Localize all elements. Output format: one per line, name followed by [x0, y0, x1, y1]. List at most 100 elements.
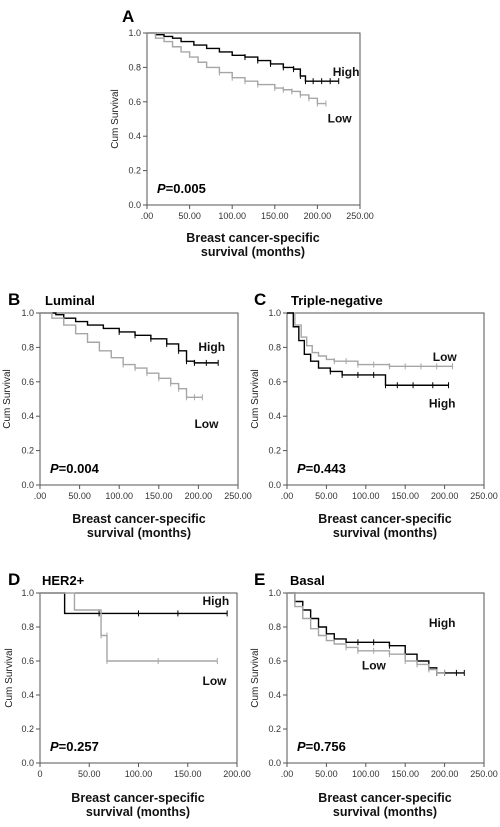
- x-axis-label-line1: Breast cancer-specific: [186, 231, 319, 245]
- panel-title: Luminal: [45, 293, 95, 308]
- y-tick-label: 0.8: [128, 62, 141, 72]
- y-tick-label: 1.0: [268, 588, 281, 598]
- series-label-high: High: [429, 397, 456, 411]
- y-tick-label: 0.0: [21, 758, 34, 768]
- x-axis-label: Breast cancer-specific survival (months): [186, 231, 319, 259]
- series-label-low: Low: [194, 417, 219, 431]
- panel-letter: C: [254, 290, 266, 309]
- y-tick-label: 0.4: [21, 690, 34, 700]
- y-tick-label: 0.6: [21, 377, 34, 387]
- p-value-symbol: P: [297, 739, 306, 754]
- survival-curve-high: [40, 312, 219, 364]
- y-tick-label: 0.2: [268, 724, 281, 734]
- p-value-text: =0.756: [306, 739, 346, 754]
- x-axis-label-line2: survival (months): [333, 526, 437, 540]
- x-tick-label: .00: [281, 769, 294, 779]
- panel-title: HER2+: [42, 573, 85, 588]
- x-tick-label: 50.00: [315, 491, 338, 501]
- y-axis-label: Cum Survival: [2, 369, 13, 428]
- y-tick-label: 0.8: [268, 622, 281, 632]
- y-tick-label: 0.0: [21, 480, 34, 490]
- y-axis-label: Cum Survival: [250, 648, 261, 707]
- series-label-high: High: [333, 65, 360, 79]
- series-label-high: High: [198, 340, 225, 354]
- x-axis-label-line2: survival (months): [201, 245, 305, 259]
- p-value-symbol: P: [297, 461, 306, 476]
- x-axis-label: Breast cancer-specific survival (months): [71, 791, 204, 819]
- panel-letter: D: [8, 570, 20, 589]
- x-tick-label: 50.00: [178, 211, 201, 221]
- x-axis-label: Breast cancer-specific survival (months): [318, 512, 451, 540]
- x-tick-label: 250.00: [224, 491, 252, 501]
- p-value-label: P=0.004: [50, 461, 100, 476]
- plot-frame: [286, 592, 485, 764]
- p-value-symbol: P: [50, 461, 59, 476]
- panel-letter: E: [254, 570, 265, 589]
- p-value-text: =0.004: [59, 461, 100, 476]
- x-axis-label: Breast cancer-specific survival (months): [318, 791, 451, 819]
- plot-frame: [286, 312, 485, 486]
- x-tick-label: 50.00: [68, 491, 91, 501]
- y-axis-label: Cum Survival: [110, 89, 121, 148]
- x-axis-label-line2: survival (months): [86, 805, 190, 819]
- x-tick-label: 100.00: [125, 769, 153, 779]
- series-label-high: High: [203, 594, 230, 608]
- x-axis-label-line1: Breast cancer-specific: [72, 512, 205, 526]
- panel-letter: B: [8, 290, 20, 309]
- y-tick-label: 0.2: [128, 166, 141, 176]
- x-tick-label: 150.00: [391, 769, 419, 779]
- survival-curve-high: [287, 312, 449, 386]
- y-tick-label: 1.0: [21, 588, 34, 598]
- y-axis-label: Cum Survival: [4, 648, 15, 707]
- p-value-symbol: P: [50, 739, 59, 754]
- x-tick-label: 150.00: [261, 211, 289, 221]
- y-tick-label: 0.0: [268, 758, 281, 768]
- y-tick-label: 1.0: [21, 308, 34, 318]
- x-tick-label: 0: [37, 769, 42, 779]
- panel-e: E Basal 0.0 0.2 0.4 0.6 0.8 1.0 .00 50.00 100.00 15…: [250, 570, 498, 819]
- p-value-label: P=0.443: [297, 461, 346, 476]
- x-tick-label: 150.00: [391, 491, 419, 501]
- x-axis-label-line2: survival (months): [87, 526, 191, 540]
- x-tick-label: 200.00: [185, 491, 213, 501]
- x-tick-label: 150.00: [174, 769, 202, 779]
- y-tick-label: 0.2: [21, 446, 34, 456]
- p-value-label: P=0.005: [157, 181, 206, 196]
- y-tick-label: 0.4: [21, 411, 34, 421]
- x-tick-label: 200.00: [431, 769, 459, 779]
- y-tick-label: 0.4: [268, 411, 281, 421]
- x-tick-label: 50.00: [315, 769, 338, 779]
- y-tick-label: 0.6: [128, 97, 141, 107]
- p-value-text: =0.443: [306, 461, 346, 476]
- x-tick-label: .00: [281, 491, 294, 501]
- p-value-text: =0.257: [59, 739, 99, 754]
- x-tick-label: .00: [141, 211, 154, 221]
- y-tick-label: 0.2: [268, 446, 281, 456]
- x-tick-label: .00: [34, 491, 47, 501]
- x-tick-label: 100.00: [352, 491, 380, 501]
- p-value-label: P=0.257: [50, 739, 99, 754]
- y-tick-label: 0.8: [21, 342, 34, 352]
- x-tick-label: 200.00: [304, 211, 332, 221]
- series-label-low: Low: [328, 111, 353, 125]
- y-tick-label: 0.0: [268, 480, 281, 490]
- series-label-low: Low: [362, 659, 387, 673]
- panel-a: A 0.0 0.2 0.4 0.6 0.8 1.0 .00 50.00 100.00 150.00 2…: [110, 7, 374, 259]
- x-tick-label: 100.00: [352, 769, 380, 779]
- series-label-high: High: [429, 616, 456, 630]
- y-tick-label: 1.0: [268, 308, 281, 318]
- plot-frame: [39, 592, 238, 764]
- x-tick-label: 50.00: [78, 769, 101, 779]
- series-label-low: Low: [433, 350, 458, 364]
- p-value-symbol: P: [157, 181, 166, 196]
- x-axis-label-line1: Breast cancer-specific: [71, 791, 204, 805]
- panel-title: Triple-negative: [291, 293, 383, 308]
- x-tick-label: 200.00: [431, 491, 459, 501]
- y-tick-label: 0.6: [268, 656, 281, 666]
- x-tick-label: 250.00: [470, 491, 498, 501]
- x-tick-label: 150.00: [145, 491, 173, 501]
- x-axis-label: Breast cancer-specific survival (months): [72, 512, 205, 540]
- panel-title: Basal: [290, 573, 325, 588]
- y-tick-label: 0.4: [268, 690, 281, 700]
